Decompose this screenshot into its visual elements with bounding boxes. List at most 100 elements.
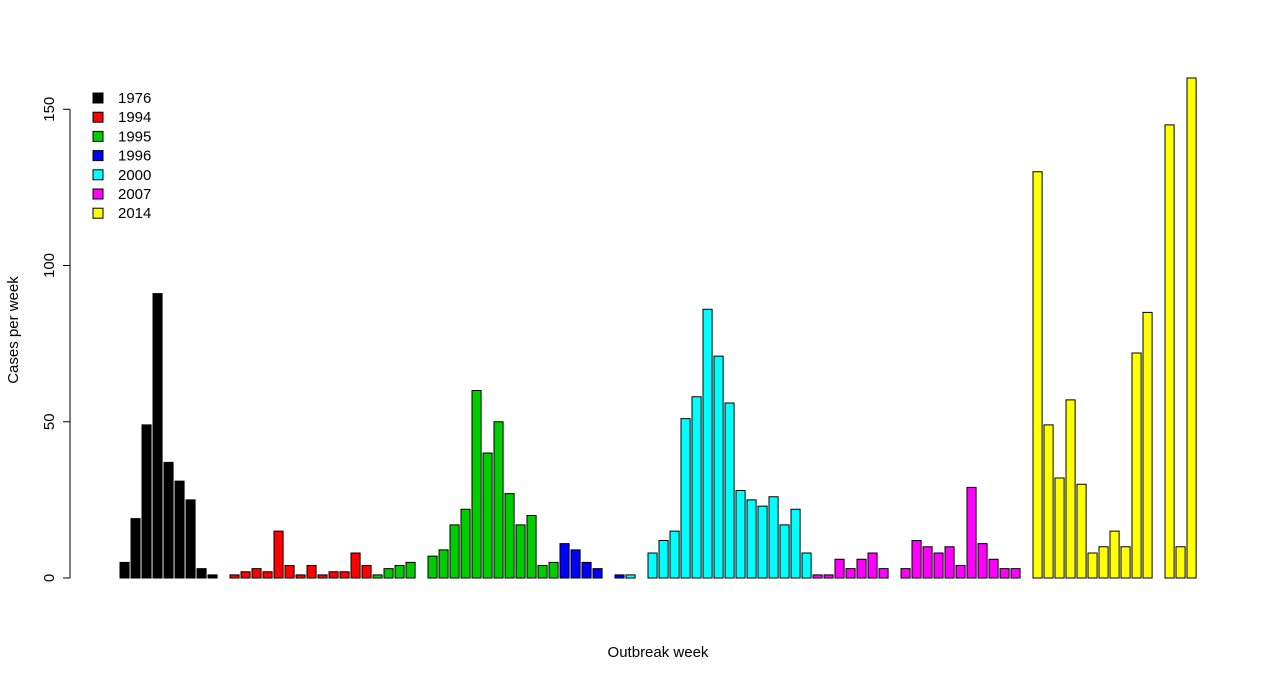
bar-1994-week-2 bbox=[240, 571, 251, 579]
legend-label-2014: 2014 bbox=[118, 205, 151, 222]
x-axis-label: Outbreak week bbox=[608, 644, 709, 661]
legend-label-2000: 2000 bbox=[118, 167, 151, 184]
bar-1995-week-7 bbox=[438, 549, 449, 579]
bar-2000-week-17 bbox=[801, 552, 812, 579]
bar-1994-week-4 bbox=[262, 571, 273, 579]
bar-2000-week-13 bbox=[757, 505, 768, 579]
bar-2014-week-16 bbox=[1186, 77, 1197, 579]
bar-1994-week-3 bbox=[251, 568, 262, 579]
bar-1996-week-2 bbox=[570, 549, 581, 579]
bar-1994-week-10 bbox=[328, 571, 339, 579]
bar-2014-week-6 bbox=[1076, 483, 1087, 579]
bar-2000-week-5 bbox=[669, 530, 680, 579]
bar-2014-week-5 bbox=[1065, 399, 1076, 579]
bar-1995-week-10 bbox=[471, 390, 482, 579]
bar-2007-week-17 bbox=[988, 558, 999, 579]
bar-2000-week-10 bbox=[724, 402, 735, 579]
legend-label-1994: 1994 bbox=[118, 109, 151, 126]
bar-1994-week-8 bbox=[306, 565, 317, 579]
y-axis-label: Cases per week bbox=[5, 276, 22, 384]
y-tick-label-0: 0 bbox=[41, 574, 58, 582]
bar-2007-week-12 bbox=[933, 552, 944, 579]
legend-label-1996: 1996 bbox=[118, 148, 151, 165]
y-tick-label-150: 150 bbox=[41, 97, 58, 122]
bar-1976-week-6 bbox=[174, 480, 185, 579]
bar-1996-week-1 bbox=[559, 543, 570, 579]
bar-1976-week-5 bbox=[163, 461, 174, 579]
legend-swatch-1976 bbox=[92, 92, 104, 104]
bar-2014-week-8 bbox=[1098, 546, 1109, 579]
legend-label-2007: 2007 bbox=[118, 186, 151, 203]
bar-1994-week-12 bbox=[350, 552, 361, 579]
bar-2007-week-11 bbox=[922, 546, 933, 579]
bar-1976-week-2 bbox=[130, 518, 141, 579]
y-tick-label-50: 50 bbox=[41, 413, 58, 430]
bar-1994-week-5 bbox=[273, 530, 284, 579]
bar-2000-week-11 bbox=[735, 490, 746, 579]
bar-2000-week-7 bbox=[691, 396, 702, 579]
bar-2000-week-1 bbox=[625, 574, 636, 579]
bar-1995-week-6 bbox=[427, 555, 438, 579]
bar-2007-week-13 bbox=[944, 546, 955, 579]
bar-1995-week-16 bbox=[537, 565, 548, 579]
bar-2014-week-14 bbox=[1164, 124, 1175, 579]
y-tick-label-100: 100 bbox=[41, 253, 58, 278]
legend-swatch-1996 bbox=[92, 150, 104, 162]
bar-2014-week-2 bbox=[1032, 171, 1043, 579]
bar-1995-week-1 bbox=[372, 574, 383, 579]
legend-swatch-1994 bbox=[92, 111, 104, 123]
bar-2014-week-7 bbox=[1087, 552, 1098, 579]
bar-2014-week-12 bbox=[1142, 311, 1153, 579]
bar-1995-week-8 bbox=[449, 524, 460, 579]
bar-1996-week-4 bbox=[592, 568, 603, 579]
bars bbox=[119, 77, 1197, 579]
bar-2007-week-4 bbox=[845, 568, 856, 579]
bar-1995-week-9 bbox=[460, 508, 471, 579]
bar-1976-week-4 bbox=[152, 293, 163, 579]
bar-2000-week-9 bbox=[713, 355, 724, 579]
bar-1995-week-17 bbox=[548, 561, 559, 579]
bar-2000-week-8 bbox=[702, 308, 713, 579]
bar-1995-week-14 bbox=[515, 524, 526, 579]
bar-2000-week-4 bbox=[658, 540, 669, 579]
legend-swatch-2007 bbox=[92, 188, 104, 200]
bar-2014-week-11 bbox=[1131, 352, 1142, 579]
bar-2007-week-19 bbox=[1010, 568, 1021, 579]
legend-swatch-2014 bbox=[92, 207, 104, 219]
bar-1994-week-11 bbox=[339, 571, 350, 579]
legend-swatch-1995 bbox=[92, 130, 104, 142]
bar-1994-week-9 bbox=[317, 574, 328, 579]
legend: 1976 1994 1995 1996 2000 2007 2014 bbox=[92, 90, 151, 222]
bar-2000-week-15 bbox=[779, 524, 790, 579]
bar-2000-week-12 bbox=[746, 499, 757, 579]
bar-2007-week-3 bbox=[834, 558, 845, 579]
legend-swatch-2000 bbox=[92, 169, 104, 181]
bar-1994-week-7 bbox=[295, 574, 306, 579]
bar-2007-week-18 bbox=[999, 568, 1010, 579]
bar-2007-week-9 bbox=[900, 568, 911, 579]
bar-2014-week-4 bbox=[1054, 477, 1065, 579]
bar-1994-week-6 bbox=[284, 565, 295, 579]
bar-1995-week-4 bbox=[405, 561, 416, 579]
bar-2007-week-1 bbox=[812, 574, 823, 579]
bar-1976-week-3 bbox=[141, 424, 152, 579]
bar-1994-week-1 bbox=[229, 574, 240, 579]
bar-2000-week-16 bbox=[790, 508, 801, 579]
bar-1996-week-6 bbox=[614, 574, 625, 579]
bar-1995-week-13 bbox=[504, 493, 515, 579]
bar-2014-week-10 bbox=[1120, 546, 1131, 579]
bar-2007-week-6 bbox=[867, 552, 878, 579]
bar-2000-week-14 bbox=[768, 496, 779, 579]
bar-2007-week-10 bbox=[911, 540, 922, 579]
bar-1976-week-8 bbox=[196, 568, 207, 579]
legend-label-1976: 1976 bbox=[118, 90, 151, 107]
bar-1976-week-9 bbox=[207, 574, 218, 579]
bar-1995-week-3 bbox=[394, 565, 405, 579]
bar-2007-week-7 bbox=[878, 568, 889, 579]
bar-2014-week-9 bbox=[1109, 530, 1120, 579]
bar-1995-week-15 bbox=[526, 515, 537, 579]
bar-1995-week-11 bbox=[482, 452, 493, 579]
bar-2007-week-5 bbox=[856, 558, 867, 579]
bar-1976-week-1 bbox=[119, 561, 130, 579]
